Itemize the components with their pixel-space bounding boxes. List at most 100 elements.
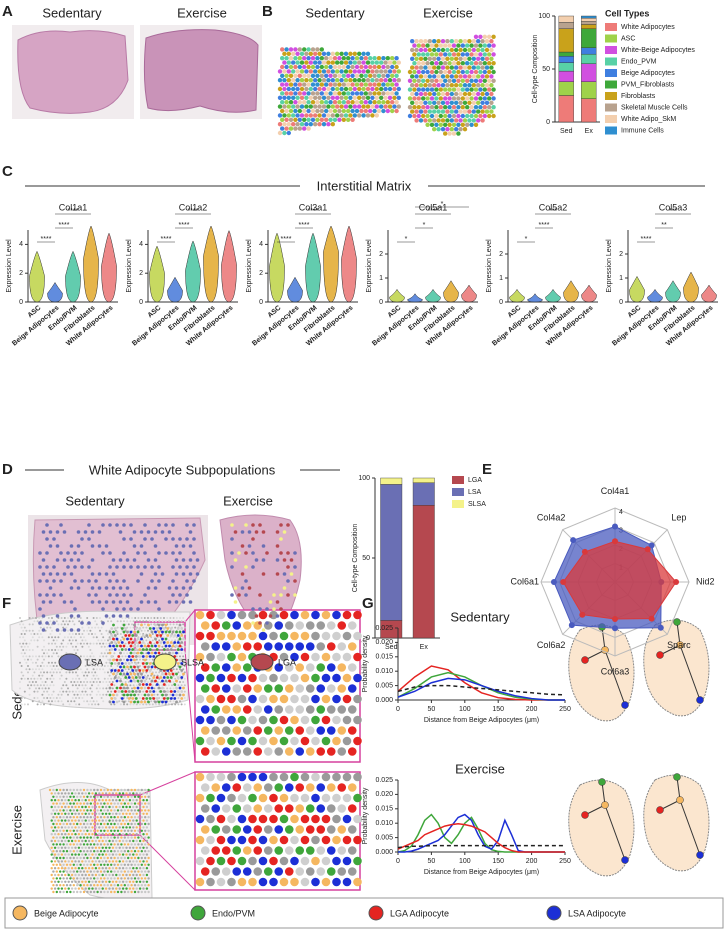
spot bbox=[122, 565, 126, 569]
spot bbox=[115, 644, 119, 648]
spot bbox=[70, 799, 74, 802]
spot bbox=[106, 890, 110, 894]
spot bbox=[282, 104, 287, 109]
spot bbox=[73, 649, 76, 651]
spot bbox=[53, 792, 57, 795]
spot bbox=[169, 627, 173, 630]
spot bbox=[90, 558, 95, 562]
spot bbox=[104, 799, 108, 802]
spot bbox=[59, 816, 62, 819]
spot bbox=[308, 86, 313, 92]
spot bbox=[182, 623, 185, 626]
spot bbox=[206, 772, 215, 782]
spot bbox=[412, 105, 417, 110]
spot bbox=[476, 91, 481, 97]
spot bbox=[31, 674, 34, 677]
spot bbox=[491, 43, 496, 48]
spot bbox=[55, 850, 58, 853]
spot bbox=[162, 697, 166, 700]
violin bbox=[563, 280, 579, 303]
spot bbox=[99, 822, 103, 826]
spot bbox=[113, 850, 116, 853]
spot bbox=[127, 668, 130, 671]
spot bbox=[113, 836, 116, 839]
spot bbox=[120, 690, 124, 693]
spot bbox=[251, 537, 255, 541]
spot bbox=[414, 91, 419, 97]
spot bbox=[120, 829, 123, 832]
spot bbox=[263, 684, 273, 693]
spot bbox=[169, 623, 172, 626]
spot bbox=[460, 113, 465, 119]
spot bbox=[99, 693, 101, 696]
label: 250 bbox=[559, 706, 571, 713]
spot bbox=[67, 819, 70, 822]
spot bbox=[280, 56, 285, 61]
spot bbox=[147, 629, 149, 632]
spot bbox=[143, 565, 147, 569]
spot bbox=[137, 816, 140, 819]
spot bbox=[91, 887, 94, 890]
spot bbox=[145, 671, 148, 674]
spot bbox=[147, 850, 150, 853]
spot bbox=[120, 648, 124, 651]
spot bbox=[195, 814, 205, 824]
zoom-box bbox=[94, 794, 141, 836]
spot bbox=[113, 641, 117, 644]
spot bbox=[122, 700, 126, 704]
group-label: Sedentary bbox=[305, 5, 365, 20]
spot bbox=[467, 83, 472, 88]
spot bbox=[94, 846, 98, 849]
spot bbox=[227, 835, 236, 845]
spot bbox=[87, 633, 90, 635]
spot bbox=[313, 78, 318, 83]
spot bbox=[451, 113, 457, 119]
spot bbox=[206, 793, 215, 803]
spot bbox=[342, 694, 352, 704]
spot bbox=[316, 726, 326, 735]
spot bbox=[357, 104, 362, 109]
spot bbox=[103, 665, 106, 667]
spot bbox=[423, 109, 428, 114]
spot bbox=[63, 636, 66, 639]
spot bbox=[491, 78, 496, 84]
spot bbox=[206, 673, 215, 683]
spot bbox=[458, 56, 463, 61]
spot bbox=[112, 700, 115, 704]
spot bbox=[299, 113, 305, 118]
spot bbox=[237, 856, 247, 866]
spot bbox=[200, 621, 210, 630]
spot bbox=[359, 64, 364, 70]
spot bbox=[275, 558, 280, 562]
spot bbox=[33, 639, 36, 642]
spot bbox=[124, 681, 127, 683]
spot bbox=[92, 681, 95, 683]
spot bbox=[94, 799, 98, 802]
spot bbox=[263, 726, 273, 735]
spot bbox=[131, 634, 135, 637]
spot bbox=[476, 74, 481, 79]
legend-swatch bbox=[605, 80, 617, 89]
spot bbox=[248, 793, 257, 803]
spot bbox=[316, 825, 326, 834]
spot bbox=[462, 74, 468, 79]
spot bbox=[111, 805, 115, 809]
spot bbox=[280, 91, 285, 96]
spot bbox=[138, 690, 142, 693]
spot bbox=[161, 620, 164, 623]
label: 250 bbox=[559, 858, 571, 865]
spot bbox=[108, 887, 111, 890]
spot bbox=[291, 69, 296, 74]
spot bbox=[99, 617, 101, 619]
spot bbox=[232, 825, 242, 834]
spot bbox=[78, 690, 81, 693]
spot bbox=[361, 78, 366, 83]
spot bbox=[116, 626, 119, 629]
spot bbox=[158, 684, 161, 687]
spot bbox=[160, 530, 165, 534]
spot bbox=[136, 565, 140, 569]
spot bbox=[460, 52, 465, 57]
spot bbox=[478, 69, 483, 75]
label: **** bbox=[68, 208, 79, 215]
spot bbox=[169, 634, 173, 637]
